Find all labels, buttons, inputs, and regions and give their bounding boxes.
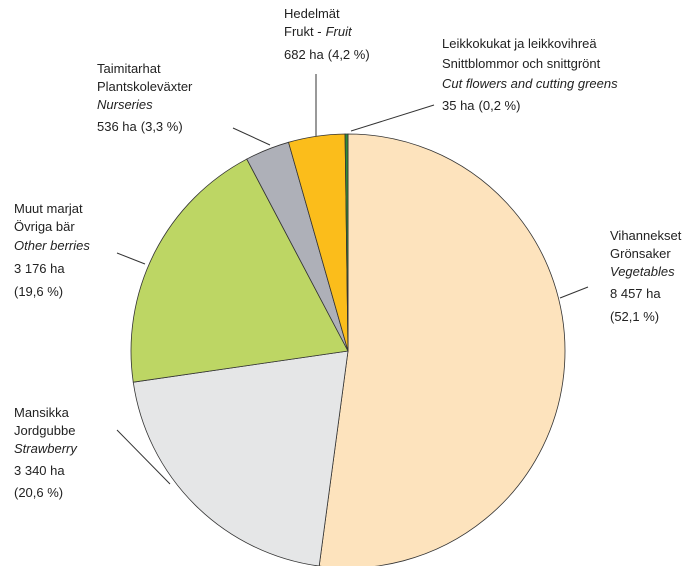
value-pct: (3,3 %) — [141, 119, 183, 134]
label-fi: Mansikka — [14, 405, 70, 420]
label-sv: Grönsaker — [610, 246, 671, 261]
value-pct: (52,1 %) — [610, 309, 659, 324]
pie-slice — [130, 158, 349, 383]
value-ha: 3 340 ha — [14, 463, 65, 478]
label-fi: Taimitarhat — [97, 61, 161, 76]
label-en: Strawberry — [14, 441, 78, 456]
value-ha: 8 457 ha — [610, 286, 661, 301]
value-ha: 35 ha — [442, 98, 475, 113]
label-sv-en: Frukt - Fruit — [284, 24, 353, 39]
leader-line — [116, 252, 146, 265]
label-en: Other berries — [14, 238, 90, 253]
value-ha: 536 ha — [97, 119, 138, 134]
value-label: 682 ha (4,2 %) — [284, 47, 370, 62]
label-fi: Hedelmät — [284, 6, 340, 21]
value-pct: (19,6 %) — [14, 284, 63, 299]
label-sv: Snittblommor och snittgrönt — [442, 56, 601, 71]
label-fi: Vihannekset — [610, 228, 682, 243]
value-label: 536 ha (3,3 %) — [97, 119, 183, 134]
leader-line — [116, 429, 171, 485]
value-label: 35 ha (0,2 %) — [442, 98, 520, 113]
value-pct: (0,2 %) — [479, 98, 521, 113]
label-sv: Plantskoleväxter — [97, 79, 193, 94]
value-ha: 682 ha — [284, 47, 325, 62]
leader-line — [350, 104, 435, 132]
pie-slice — [344, 133, 349, 352]
label-sv: Jordgubbe — [14, 423, 75, 438]
label-en: Cut flowers and cutting greens — [442, 76, 618, 91]
leader-line — [559, 286, 589, 299]
value-pct: (4,2 %) — [328, 47, 370, 62]
pie-slice — [132, 350, 349, 566]
label-fi: Muut marjat — [14, 201, 83, 216]
value-pct: (20,6 %) — [14, 485, 63, 500]
pie-slice — [318, 133, 566, 566]
label-sv: Övriga bär — [14, 219, 75, 234]
value-ha: 3 176 ha — [14, 261, 65, 276]
label-en: Nurseries — [97, 97, 153, 112]
label-en: Vegetables — [610, 264, 675, 279]
label-en: Fruit — [326, 24, 353, 39]
label-sv: Frukt - — [284, 24, 322, 39]
label-fi: Leikkokukat ja leikkovihreä — [442, 36, 597, 51]
leader-line — [232, 127, 271, 146]
